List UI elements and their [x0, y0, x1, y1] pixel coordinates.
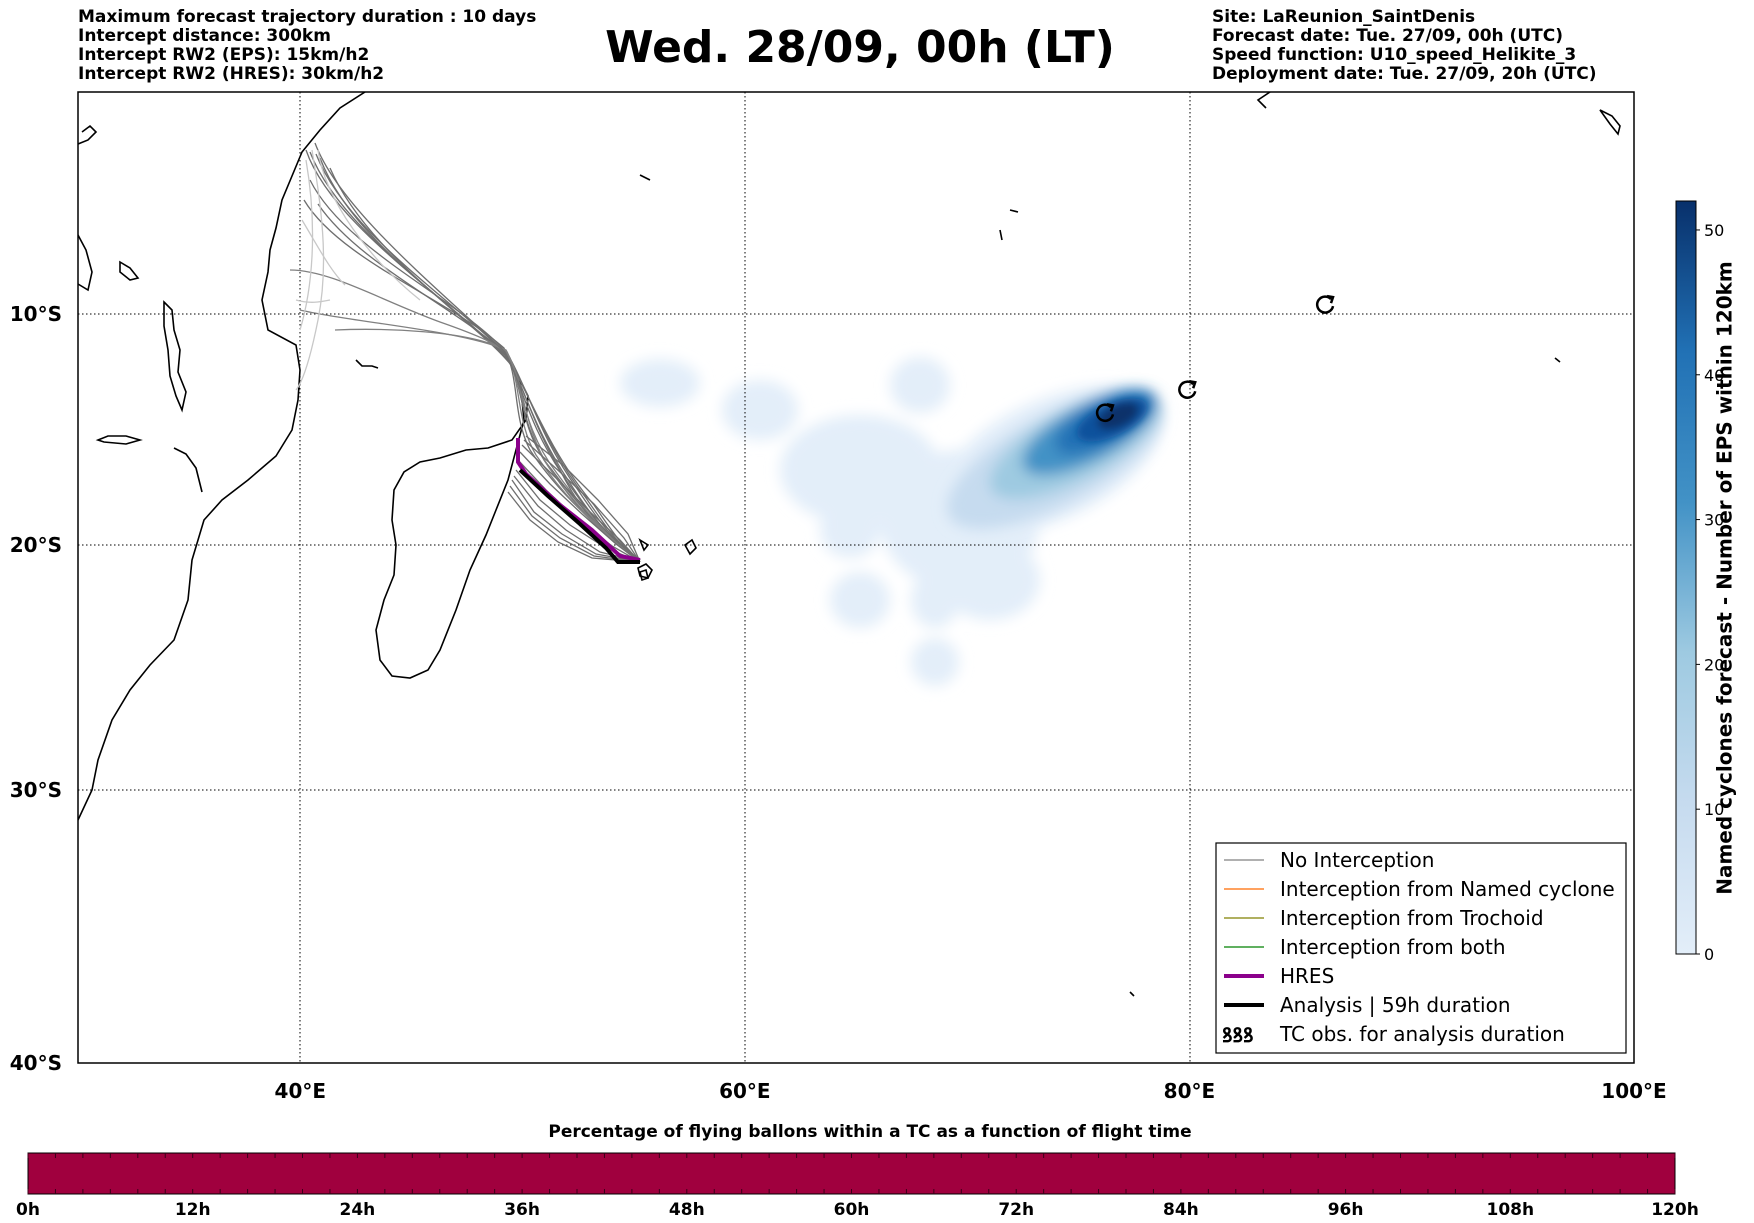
bar-tick-label: 72h [998, 1200, 1034, 1220]
lat-label: 20°S [10, 533, 62, 557]
legend-label: Interception from Named cyclone [1280, 877, 1615, 901]
max-trajectory-duration: Maximum forecast trajectory duration : 1… [78, 7, 537, 27]
tc-symbol [1315, 294, 1335, 314]
flight-time-bar: Percentage of flying ballons within a TC… [16, 1122, 1699, 1220]
page-title: Wed. 28/09, 00h (LT) [605, 22, 1115, 73]
legend-label: HRES [1280, 964, 1334, 988]
legend-box [1215, 842, 1627, 1054]
legend-item: Analysis | 59h duration [1224, 993, 1511, 1017]
deployment-date: Deployment date: Tue. 27/09, 20h (UTC) [1212, 64, 1597, 84]
colorbar-gradient [1675, 200, 1697, 955]
lon-label: 100°E [1601, 1079, 1666, 1103]
legend-label: TC obs. for analysis duration [1279, 1022, 1565, 1046]
flight-time-bar-fill [27, 1152, 1676, 1195]
colorbar-tick-label: 40 [1704, 366, 1724, 385]
flight-time-bar-title: Percentage of flying ballons within a TC… [548, 1122, 1191, 1142]
bar-tick-label: 12h [175, 1200, 211, 1220]
bar-tick-label: 96h [1328, 1200, 1364, 1220]
site-name: Site: LaReunion_SaintDenis [1212, 7, 1476, 27]
legend-item: Interception from Trochoid [1224, 906, 1544, 930]
legend-item: Interception from Named cyclone [1224, 877, 1615, 901]
colorbar-label: Named cyclones forecast - Number of EPS … [1713, 261, 1737, 895]
legend-label: Interception from Trochoid [1280, 906, 1544, 930]
bar-tick-label: 24h [340, 1200, 376, 1220]
legend: No Interception Interception from Named c… [1215, 842, 1627, 1054]
lat-label: 10°S [10, 302, 62, 326]
density-colorbar: 0 10 20 30 40 50 Named cyclones forecast - Nu… [1675, 200, 1737, 964]
lon-label: 60°E [719, 1079, 771, 1103]
forecast-date: Forecast date: Tue. 27/09, 00h (UTC) [1212, 26, 1563, 46]
analysis-trajectory [518, 468, 640, 564]
legend-label: Interception from both [1280, 935, 1506, 959]
tc-symbol [1178, 379, 1197, 399]
lat-label: 40°S [10, 1051, 62, 1075]
lon-label: 80°E [1164, 1079, 1216, 1103]
map-frame [77, 91, 1635, 1064]
bar-tick-label: 108h [1487, 1200, 1535, 1220]
colorbar-tick-label: 50 [1704, 221, 1724, 240]
legend-symbol: ꝸꝸꝸ [1222, 1023, 1254, 1047]
bar-tick-label: 84h [1163, 1200, 1199, 1220]
legend-label: Analysis | 59h duration [1280, 993, 1511, 1017]
colorbar-tick-label: 0 [1704, 945, 1714, 964]
header-left-info: Maximum forecast trajectory duration : 1… [78, 8, 536, 84]
longitude-labels: 40°E 60°E 80°E 100°E [275, 1079, 1667, 1103]
intercept-rw2-hres: Intercept RW2 (HRES): 30km/h2 [78, 64, 385, 84]
bar-tick-label: 48h [669, 1200, 705, 1220]
colorbar-tick-label: 30 [1704, 511, 1724, 530]
lon-label: 40°E [275, 1079, 327, 1103]
map-gridlines [78, 92, 1634, 1063]
legend-item: Interception from both [1224, 935, 1506, 959]
colorbar-tick-label: 20 [1704, 655, 1724, 674]
tc-symbol [1095, 403, 1115, 423]
header-right-info: Site: LaReunion_SaintDenis Forecast date… [1212, 8, 1597, 84]
speed-function: Speed function: U10_speed_Helikite_3 [1212, 45, 1577, 65]
legend-item: ꝸꝸꝸ TC obs. for analysis duration [1222, 1022, 1565, 1047]
latitude-labels: 10°S 20°S 30°S 40°S [10, 302, 62, 1075]
tc-observations [1095, 294, 1335, 423]
legend-item: No Interception [1224, 848, 1434, 872]
intercept-distance: Intercept distance: 300km [78, 26, 331, 46]
bar-tick-label: 60h [834, 1200, 870, 1220]
colorbar-tick-label: 10 [1704, 800, 1724, 819]
lat-label: 30°S [10, 778, 62, 802]
bar-tick-label: 36h [504, 1200, 540, 1220]
reunion-island [637, 563, 653, 579]
bar-tick-label: 120h [1651, 1200, 1699, 1220]
legend-item: HRES [1224, 964, 1334, 988]
bar-tick-label: 0h [16, 1200, 40, 1220]
intercept-rw2-eps: Intercept RW2 (EPS): 15km/h2 [78, 45, 370, 65]
coastlines [78, 92, 1621, 997]
legend-label: No Interception [1280, 848, 1434, 872]
